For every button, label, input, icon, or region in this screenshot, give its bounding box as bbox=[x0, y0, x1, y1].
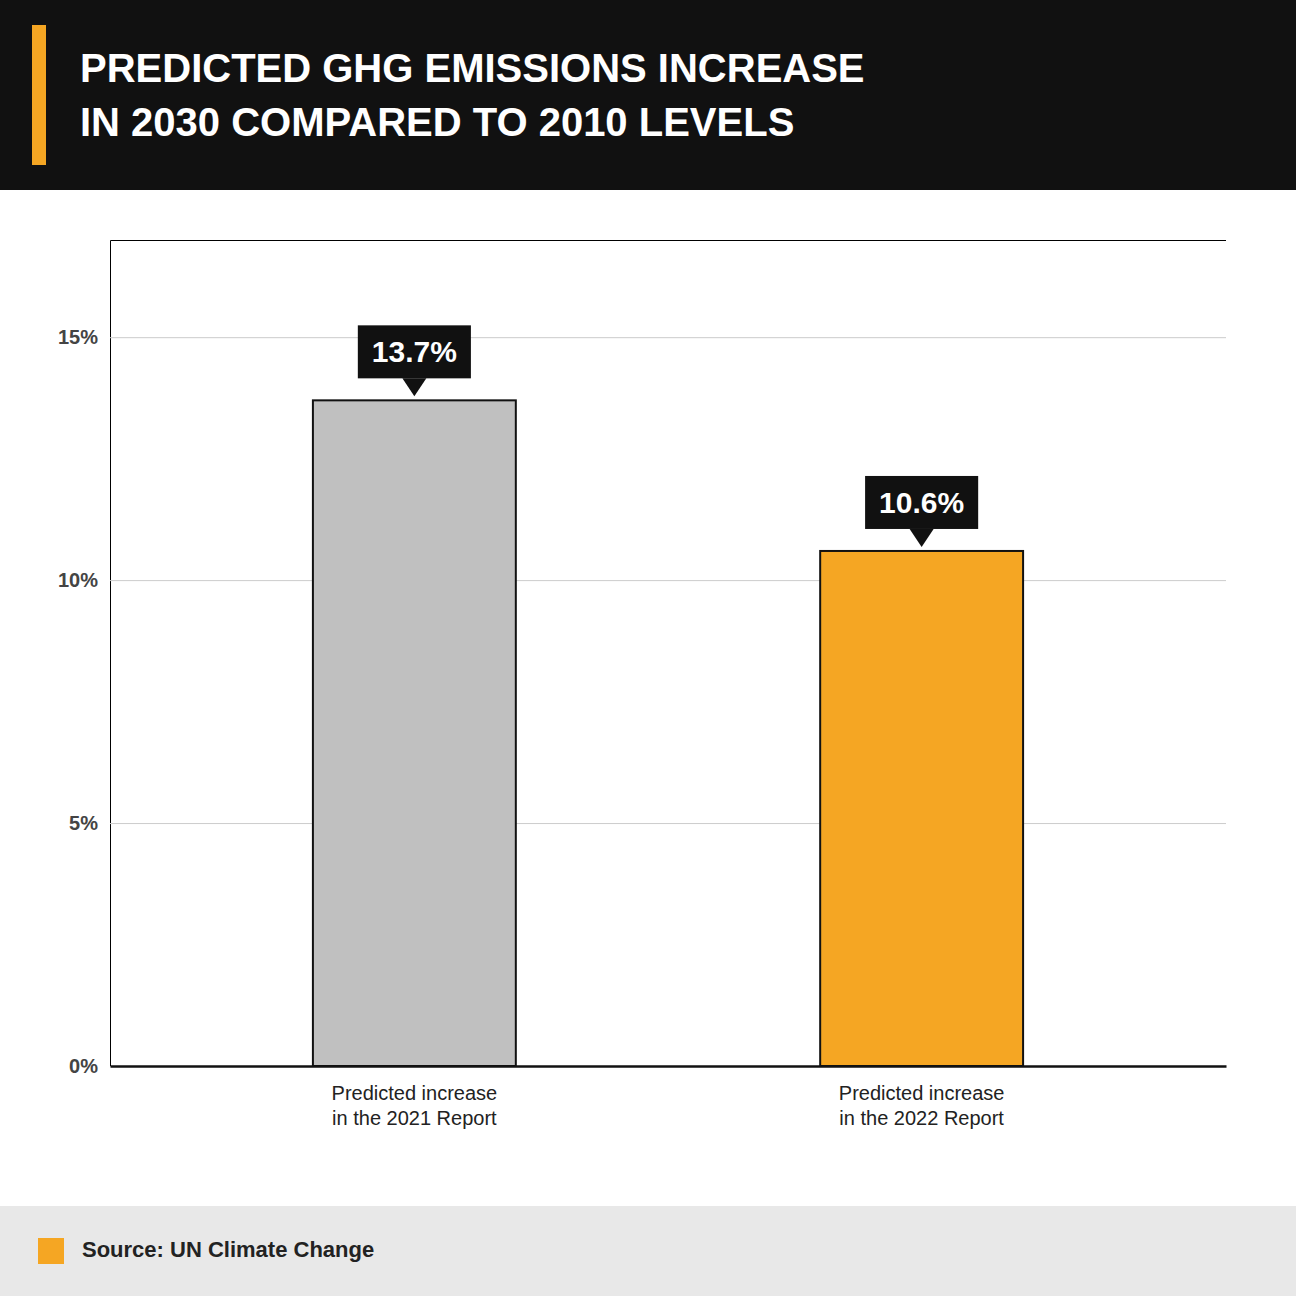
label-box bbox=[358, 325, 471, 378]
label-box bbox=[865, 476, 978, 529]
x-tick: Predicted increasein the 2022 Report bbox=[839, 1066, 1005, 1129]
y-tick: 0% bbox=[69, 1055, 1226, 1077]
source-icon bbox=[38, 1238, 64, 1264]
grid-line bbox=[110, 580, 1226, 581]
y-tick: 5% bbox=[69, 812, 1226, 834]
y-tick-label: 5% bbox=[69, 812, 98, 834]
y-tick-label: 15% bbox=[58, 326, 98, 348]
bar bbox=[313, 400, 516, 1066]
y-tick-label: 10% bbox=[58, 569, 98, 591]
data-label: 13.7% bbox=[358, 325, 471, 396]
grid-line bbox=[110, 1066, 1226, 1067]
label-pointer bbox=[402, 378, 426, 396]
x-axis: Predicted increasein the 2021 Report Pred… bbox=[111, 1066, 1227, 1129]
footer-band bbox=[0, 1206, 1296, 1296]
source: Source: UN Climate Change bbox=[82, 1237, 374, 1262]
title-band bbox=[0, 0, 1296, 190]
title-accent bbox=[32, 25, 46, 165]
data-label: 10.6% bbox=[865, 476, 978, 547]
y-tick-label: 0% bbox=[69, 1055, 98, 1077]
grid-line bbox=[110, 823, 1226, 824]
y-axis-line bbox=[111, 241, 1227, 1067]
x-tick: Predicted increasein the 2021 Report bbox=[332, 1066, 498, 1129]
data-label-text: 10.6% bbox=[879, 486, 964, 519]
y-axis: 0% 5% 10% 15% bbox=[58, 241, 1226, 1077]
x-tick-label: Predicted increasein the 2022 Report bbox=[839, 1082, 1005, 1129]
label-pointer bbox=[910, 529, 934, 547]
x-tick-label: Predicted increasein the 2021 Report bbox=[332, 1082, 498, 1129]
title: PREDICTED GHG EMISSIONS INCREASEIN 2030 … bbox=[80, 46, 865, 144]
chart: PREDICTED GHG EMISSIONS INCREASEIN 2030 … bbox=[0, 0, 1296, 1296]
data-label-text: 13.7% bbox=[372, 335, 457, 368]
x-axis-line bbox=[111, 1065, 1227, 1068]
y-tick: 15% bbox=[58, 326, 1226, 348]
y-tick: 10% bbox=[58, 569, 1226, 591]
data-labels: 13.7% 10.6% bbox=[358, 325, 978, 547]
bar bbox=[820, 551, 1023, 1066]
bars bbox=[313, 400, 1023, 1066]
grid-line bbox=[110, 337, 1226, 338]
